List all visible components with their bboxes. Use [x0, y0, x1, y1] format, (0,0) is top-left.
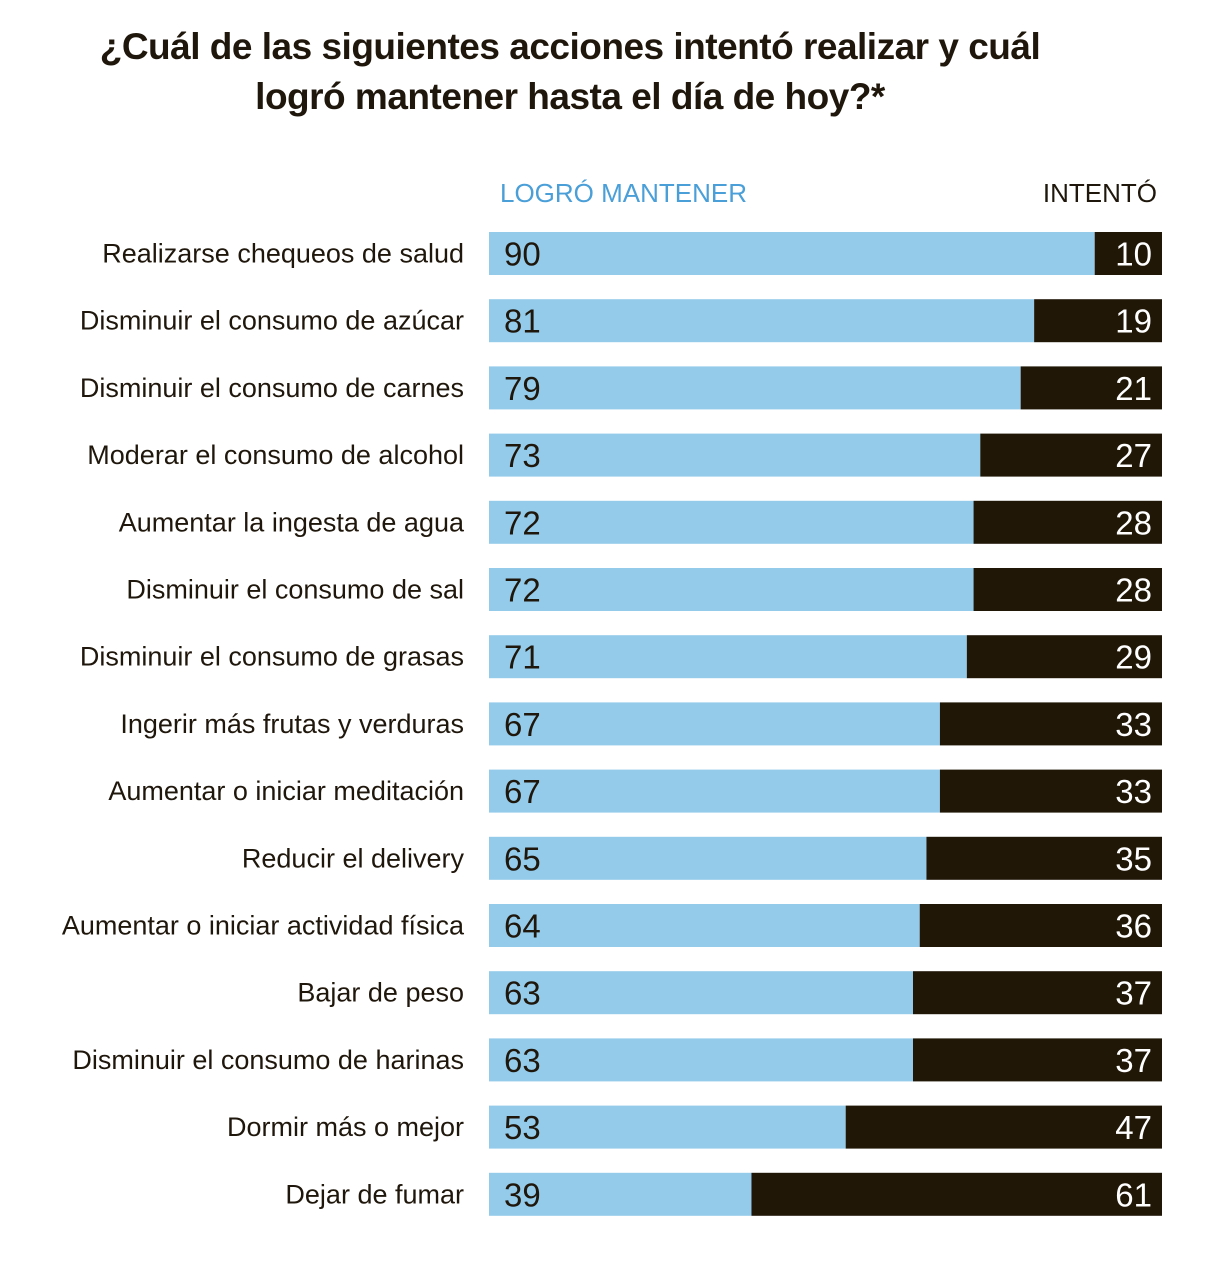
- bar-row: Disminuir el consumo de harinas 63 37: [72, 1038, 1162, 1082]
- bar-row: Bajar de peso 63 37: [297, 971, 1162, 1015]
- bar-logro-mantener: [489, 971, 913, 1015]
- bar-row: Disminuir el consumo de azúcar 81 19: [80, 299, 1162, 343]
- value-label-logro-mantener: 65: [504, 840, 541, 877]
- category-label: Disminuir el consumo de sal: [126, 575, 464, 605]
- bar-row: Aumentar o iniciar actividad física 64 36: [62, 904, 1162, 947]
- value-label-logro-mantener: 73: [504, 437, 541, 474]
- bar-intento: [919, 904, 1162, 947]
- value-label-intento: 61: [1115, 1176, 1152, 1213]
- category-label: Aumentar la ingesta de agua: [119, 507, 465, 537]
- value-label-intento: 37: [1115, 1042, 1152, 1079]
- value-label-logro-mantener: 39: [504, 1176, 541, 1213]
- value-label-logro-mantener: 53: [504, 1109, 541, 1146]
- legend-logro-mantener: LOGRÓ MANTENER: [500, 178, 748, 208]
- chart-title-line-2: logró mantener hasta el día de hoy?*: [255, 76, 885, 117]
- bar-logro-mantener: [489, 1172, 752, 1216]
- bar-logro-mantener: [489, 232, 1095, 275]
- bar-intento: [1094, 232, 1162, 275]
- bar-intento: [1034, 299, 1162, 343]
- bar-logro-mantener: [489, 702, 940, 746]
- bar-logro-mantener: [489, 904, 920, 947]
- category-label: Bajar de peso: [297, 978, 464, 1008]
- value-label-logro-mantener: 90: [504, 236, 541, 273]
- category-label: Ingerir más frutas y verduras: [120, 709, 464, 739]
- category-label: Realizarse chequeos de salud: [102, 239, 464, 269]
- bar-intento: [926, 836, 1162, 880]
- category-label: Reducir el delivery: [242, 843, 465, 873]
- category-label: Dormir más o mejor: [227, 1112, 464, 1142]
- bar-row: Moderar el consumo de alcohol 73 27: [87, 433, 1162, 477]
- bar-row: Disminuir el consumo de carnes 79 21: [80, 366, 1162, 410]
- value-label-intento: 33: [1115, 773, 1152, 810]
- bar-intento: [845, 1105, 1162, 1149]
- value-label-logro-mantener: 72: [504, 572, 541, 609]
- bar-logro-mantener: [489, 299, 1035, 343]
- bar-logro-mantener: [489, 635, 967, 679]
- legend-intento: INTENTÓ: [1042, 178, 1157, 208]
- value-label-intento: 28: [1115, 504, 1152, 541]
- bar-intento: [980, 433, 1162, 477]
- bar-intento: [966, 635, 1162, 679]
- chart-title-line-1: ¿Cuál de las siguientes acciones intentó…: [99, 26, 1041, 67]
- value-label-intento: 19: [1115, 303, 1152, 340]
- bar-row: Disminuir el consumo de sal 72 28: [126, 568, 1162, 611]
- bar-row: Dormir más o mejor 53 47: [227, 1105, 1162, 1149]
- value-label-logro-mantener: 67: [504, 706, 541, 743]
- value-label-intento: 28: [1115, 572, 1152, 609]
- value-label-logro-mantener: 71: [504, 639, 541, 676]
- bar-row: Aumentar o iniciar meditación 67 33: [108, 769, 1162, 813]
- value-label-intento: 29: [1115, 639, 1152, 676]
- value-label-intento: 33: [1115, 706, 1152, 743]
- bar-intento: [1020, 366, 1162, 410]
- value-label-logro-mantener: 64: [504, 908, 541, 945]
- value-label-logro-mantener: 63: [504, 975, 541, 1012]
- bar-logro-mantener: [489, 769, 940, 813]
- bar-row: Dejar de fumar 39 61: [285, 1172, 1162, 1216]
- bar-intento: [912, 1038, 1162, 1082]
- value-label-intento: 35: [1115, 840, 1152, 877]
- bar-intento: [939, 702, 1162, 746]
- chart-title: ¿Cuál de las siguientes acciones intentó…: [0, 22, 1140, 122]
- value-label-intento: 37: [1115, 975, 1152, 1012]
- category-label: Dejar de fumar: [285, 1179, 464, 1209]
- bar-logro-mantener: [489, 836, 927, 880]
- category-label: Disminuir el consumo de carnes: [80, 373, 464, 403]
- bar-logro-mantener: [489, 1105, 846, 1149]
- value-label-intento: 27: [1115, 437, 1152, 474]
- bar-row: Ingerir más frutas y verduras 67 33: [120, 702, 1162, 746]
- category-label: Disminuir el consumo de harinas: [72, 1045, 464, 1075]
- value-label-logro-mantener: 67: [504, 773, 541, 810]
- bar-logro-mantener: [489, 1038, 913, 1082]
- bar-intento: [973, 568, 1162, 611]
- bar-logro-mantener: [489, 366, 1021, 410]
- bar-row: Aumentar la ingesta de agua 72 28: [119, 500, 1162, 544]
- bar-row: Reducir el delivery 65 35: [242, 836, 1162, 880]
- bar-intento: [973, 500, 1162, 544]
- value-label-intento: 10: [1115, 236, 1152, 273]
- bar-intento: [939, 769, 1162, 813]
- category-label: Disminuir el consumo de azúcar: [80, 306, 464, 336]
- value-label-logro-mantener: 63: [504, 1042, 541, 1079]
- category-label: Aumentar o iniciar actividad física: [62, 911, 465, 941]
- bar-intento: [751, 1172, 1162, 1216]
- value-label-logro-mantener: 72: [504, 504, 541, 541]
- bar-logro-mantener: [489, 433, 981, 477]
- value-label-logro-mantener: 81: [504, 303, 541, 340]
- bar-row: Disminuir el consumo de grasas 71 29: [80, 635, 1162, 679]
- bar-logro-mantener: [489, 500, 974, 544]
- category-label: Aumentar o iniciar meditación: [108, 776, 464, 806]
- category-label: Moderar el consumo de alcohol: [87, 440, 464, 470]
- value-label-intento: 21: [1115, 370, 1152, 407]
- value-label-intento: 36: [1115, 908, 1152, 945]
- value-label-logro-mantener: 79: [504, 370, 541, 407]
- bar-row: Realizarse chequeos de salud 90 10: [102, 232, 1162, 275]
- value-label-intento: 47: [1115, 1109, 1152, 1146]
- bar-intento: [912, 971, 1162, 1015]
- category-label: Disminuir el consumo de grasas: [80, 642, 464, 672]
- bar-logro-mantener: [489, 568, 974, 611]
